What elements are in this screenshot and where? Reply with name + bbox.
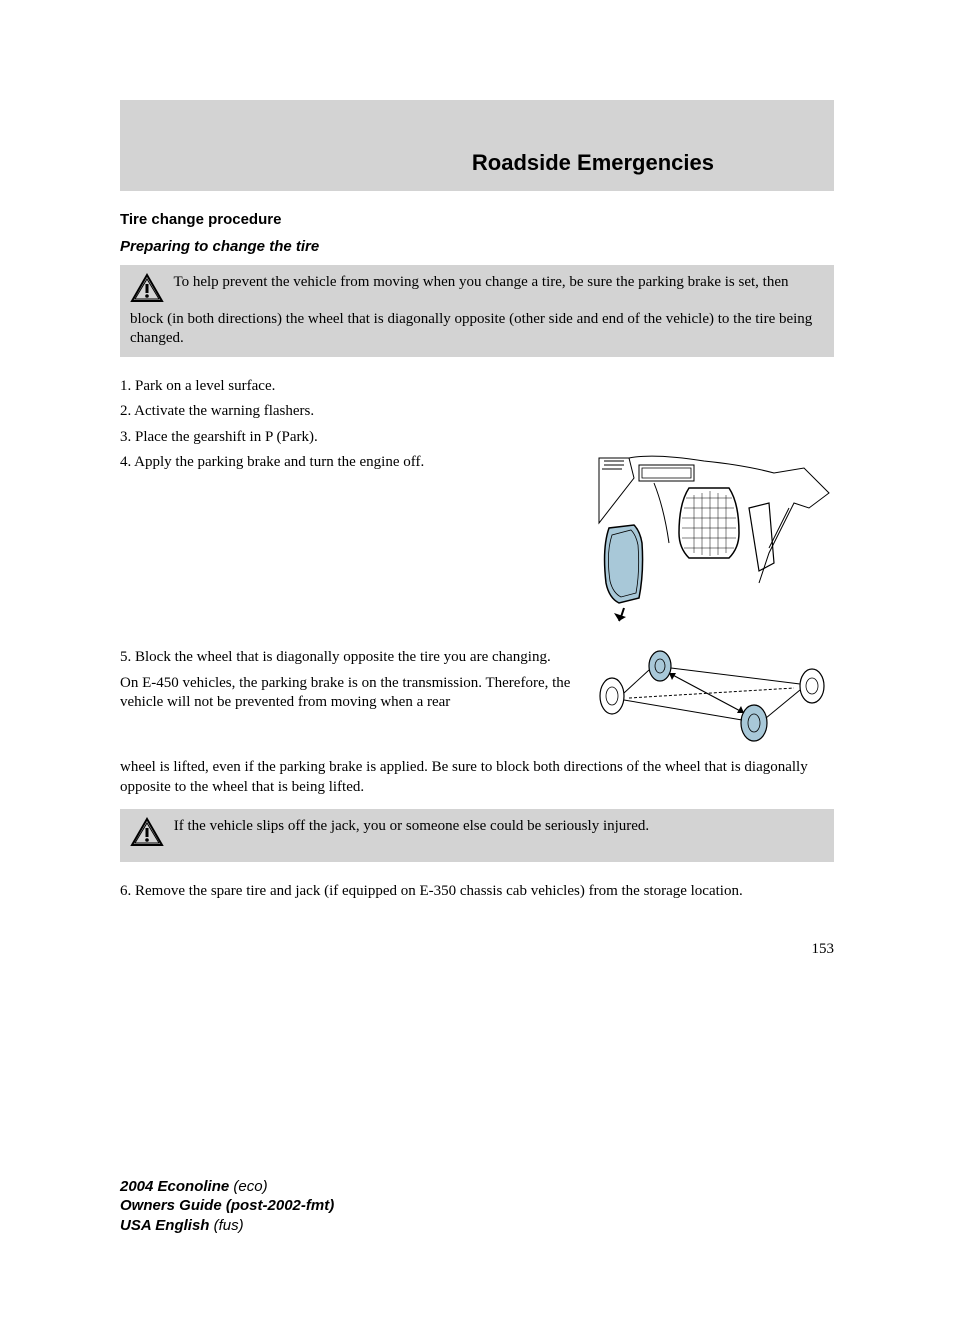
step-5a: 5. Block the wheel that is diagonally op… (120, 648, 579, 668)
section-title: Tire change procedure (120, 211, 834, 228)
step-5b: On E-450 vehicles, the parking brake is … (120, 674, 579, 713)
warning-text-2: If the vehicle slips off the jack, you o… (174, 818, 649, 834)
step-3: 3. Place the gearshift in P (Park). (120, 428, 834, 448)
step-6: 6. Remove the spare tire and jack (if eq… (120, 882, 834, 902)
page-content: Tire change procedure Preparing to chang… (0, 191, 954, 901)
footer-guide: Owners Guide (post-2002-fmt) (120, 1196, 334, 1216)
subsection-title: Preparing to change the tire (120, 238, 834, 255)
page-title: Roadside Emergencies (240, 150, 714, 176)
footer-model-code: (eco) (229, 1178, 267, 1195)
page-number: 153 (0, 941, 954, 958)
page-header: Roadside Emergencies (120, 100, 834, 191)
step-4-row: 4. Apply the parking brake and turn the … (120, 453, 834, 638)
warning-triangle-icon (130, 273, 164, 310)
step-2: 2. Activate the warning flashers. (120, 402, 834, 422)
warning-text-1: To help prevent the vehicle from moving … (130, 274, 812, 346)
diagram-pedals (594, 453, 834, 638)
step-1: 1. Park on a level surface. (120, 377, 834, 397)
warning-box-2: If the vehicle slips off the jack, you o… (120, 809, 834, 862)
footer: 2004 Econoline (eco) Owners Guide (post-… (120, 1177, 334, 1236)
warning-box-1: To help prevent the vehicle from moving … (120, 265, 834, 357)
footer-model: 2004 Econoline (120, 1178, 229, 1195)
warning-triangle-icon (130, 817, 164, 854)
step-4: 4. Apply the parking brake and turn the … (120, 453, 579, 473)
step-5c: wheel is lifted, even if the parking bra… (120, 758, 834, 797)
footer-lang-code: (fus) (209, 1217, 243, 1234)
diagram-chassis (594, 648, 834, 748)
step-5-row: 5. Block the wheel that is diagonally op… (120, 648, 834, 748)
footer-lang: USA English (120, 1217, 209, 1234)
